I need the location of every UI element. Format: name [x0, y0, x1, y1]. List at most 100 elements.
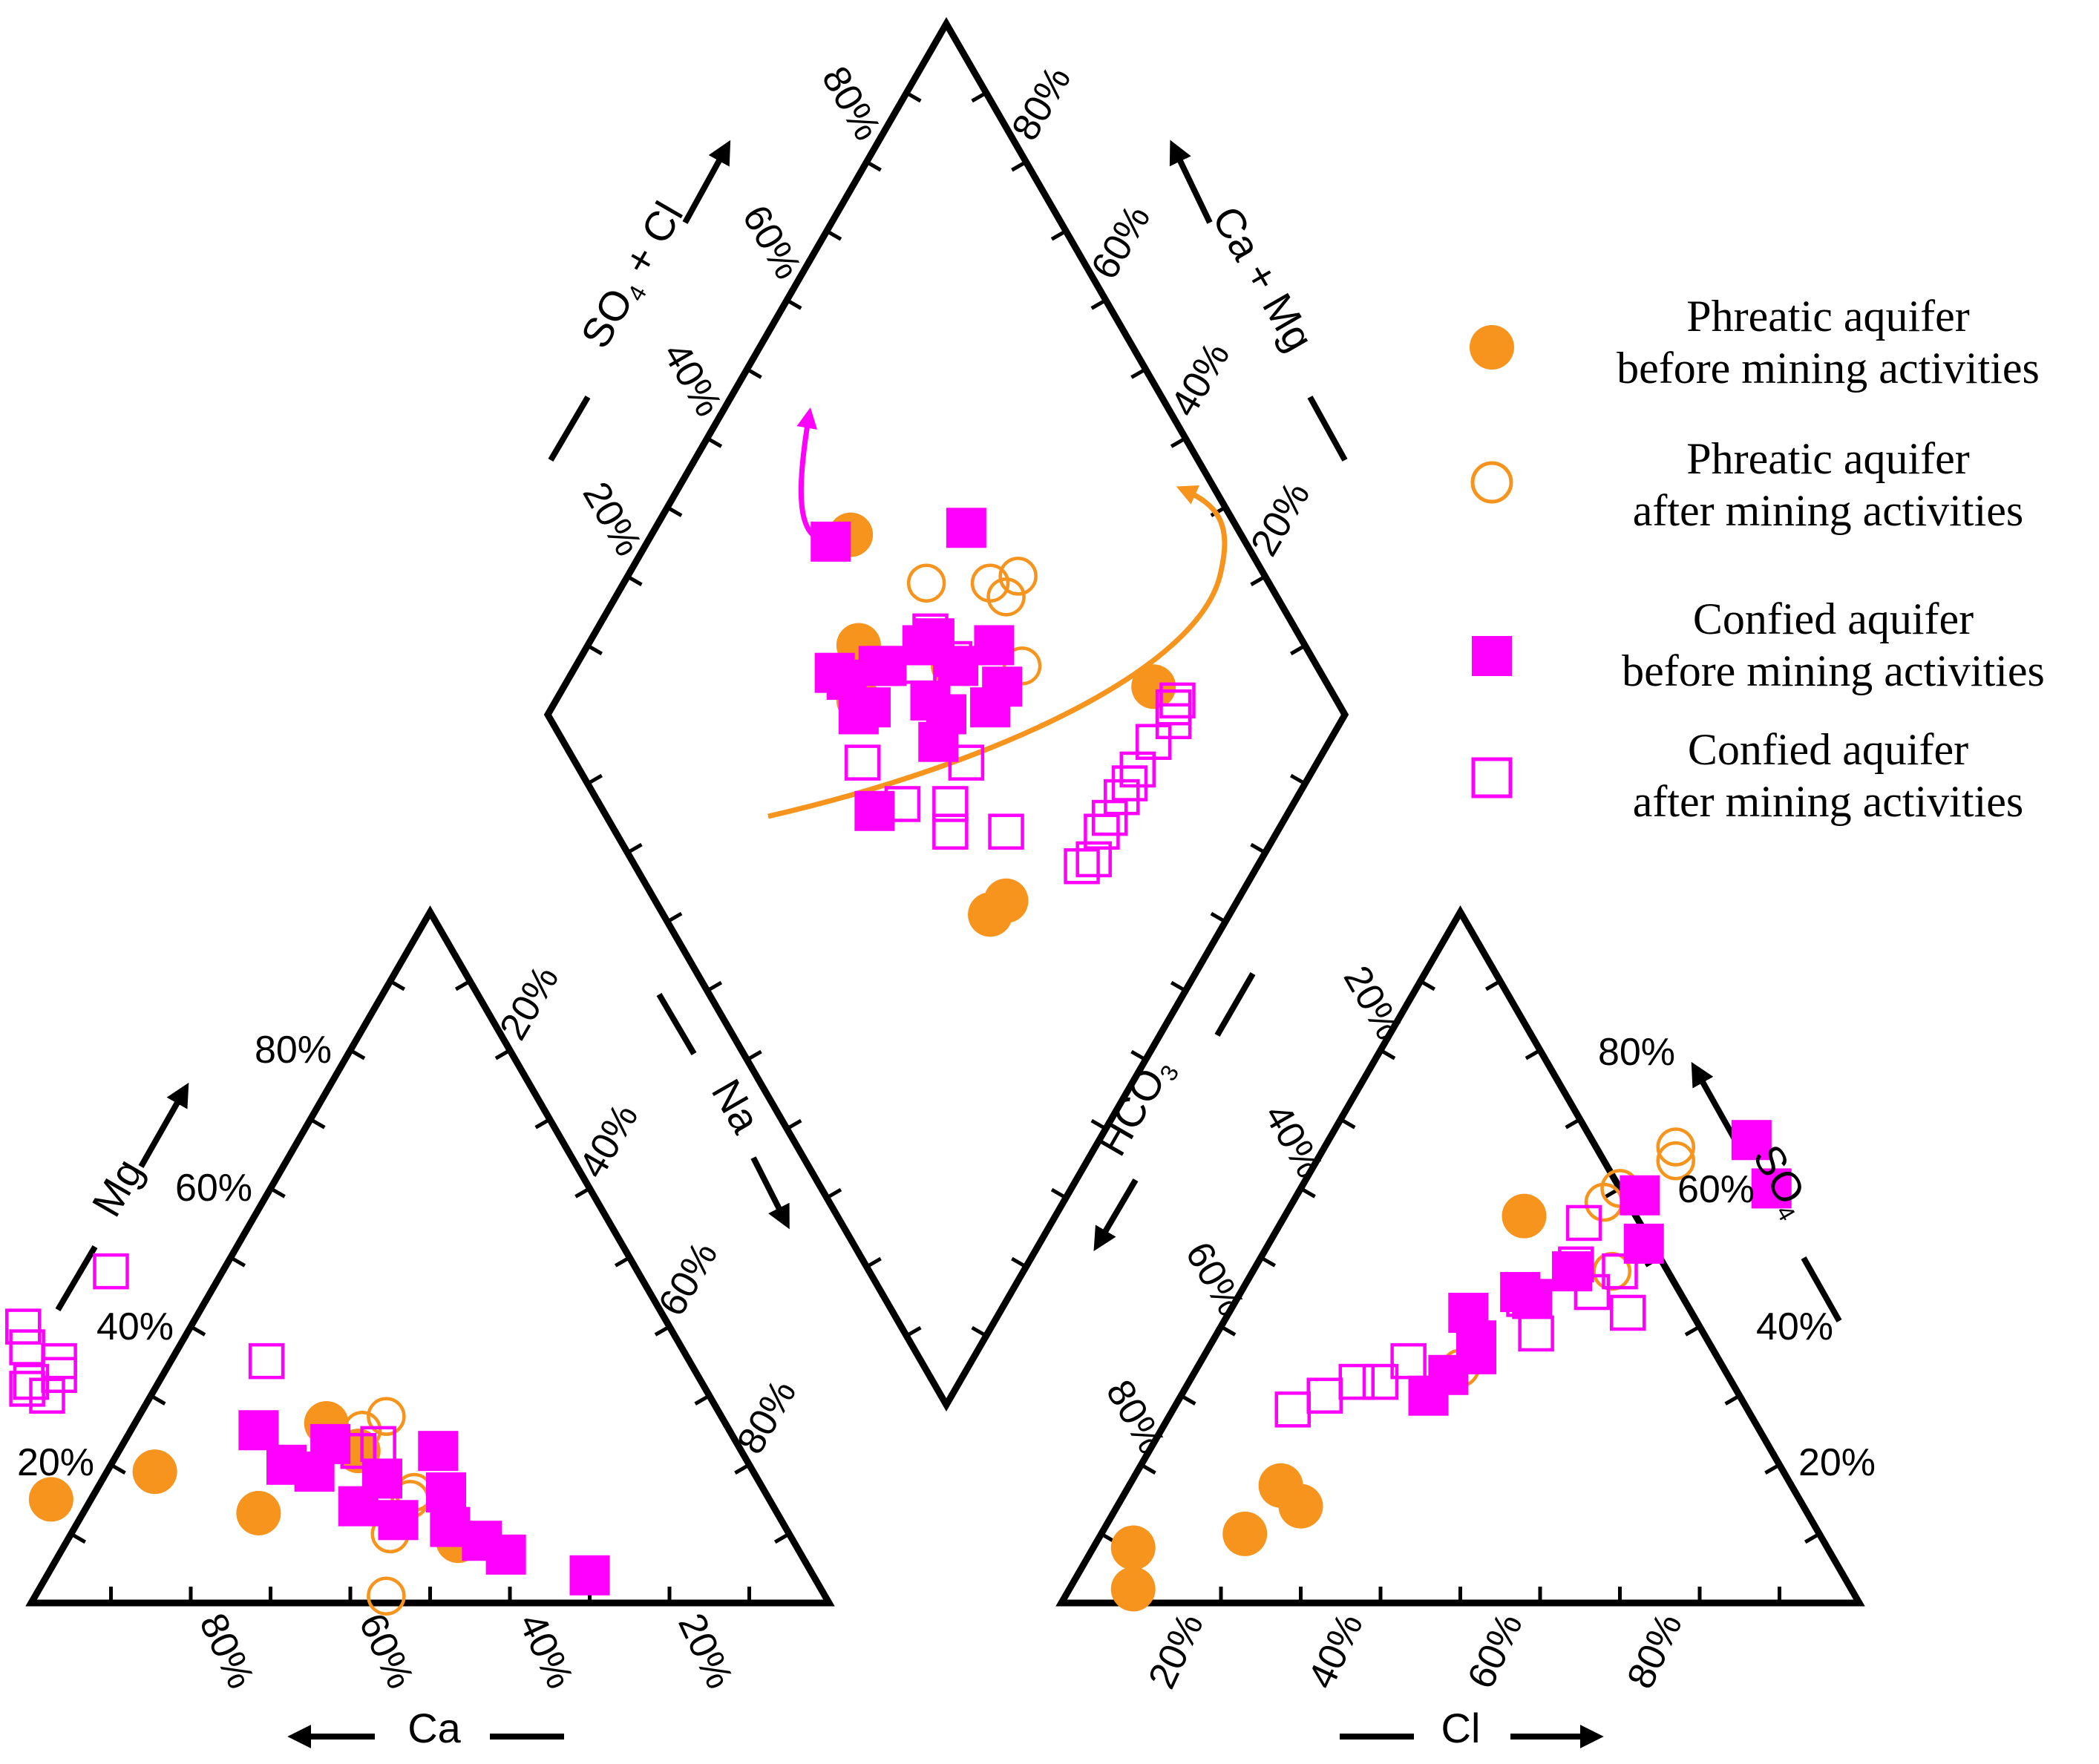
confined-before-point: [485, 1534, 526, 1575]
legend-phreatic-after-line2: after mining activities: [1633, 486, 2024, 535]
confined-before-point: [1620, 1175, 1660, 1216]
confined-after-point: [932, 786, 969, 822]
confined-after-point: [912, 613, 949, 650]
confined-before-point: [1552, 1251, 1592, 1292]
confined-after-point: [29, 1377, 65, 1414]
mg-axis-arrow-dash: [55, 1245, 98, 1312]
confined-after-point: [1506, 1281, 1542, 1317]
diamond-ul-tick: [666, 505, 683, 517]
cation-left-tick: [149, 1394, 166, 1406]
anion-right-tick-20: 20%: [1798, 1441, 1876, 1484]
confined-after-point: [1362, 1363, 1399, 1400]
diamond-ur-tick-60: 60%: [1083, 198, 1159, 286]
so4cl-axis-arrow-dash: [548, 395, 591, 462]
so4-axis-arrow: [1691, 1061, 1740, 1144]
cation-right-tick: [694, 1394, 711, 1406]
cation-right-tick: [574, 1187, 591, 1199]
anion-left-tick: [1379, 1049, 1396, 1060]
confined-after-point: [1610, 1294, 1646, 1331]
confined-after-point: [1075, 841, 1112, 878]
legend-confined-before-line1: Confied aquifer: [1693, 594, 1974, 643]
data-points: [5, 508, 1792, 1616]
anion-right-tick-40: 40%: [1756, 1305, 1833, 1348]
legend-confined-after-line2: after mining activities: [1633, 777, 2024, 826]
diamond-ur-tick: [1250, 574, 1266, 586]
anion-left-tick: [1219, 1325, 1237, 1337]
confined-before-point: [838, 694, 879, 735]
diamond-ll-tick: [825, 1187, 842, 1200]
diamond-ul-tick: [706, 436, 723, 448]
confined-before-point: [974, 625, 1015, 666]
phreatic-after-point: [1656, 1127, 1695, 1167]
confined-before-point: [982, 666, 1023, 707]
confined-after-point: [1159, 682, 1196, 719]
legend-confined-before-line2: before mining activities: [1622, 646, 2045, 695]
confined-after-point: [1111, 765, 1148, 801]
diamond-ul-tick: [865, 160, 882, 172]
cation-left-tick-40: 40%: [96, 1305, 174, 1348]
anion-right-tick: [1804, 1532, 1821, 1544]
tick-marks: [70, 91, 1821, 1603]
confined-after-point: [844, 744, 881, 781]
cation-right-tick: [654, 1325, 671, 1337]
diamond-ul-tick-40: 40%: [655, 335, 730, 424]
confined-before-point: [811, 521, 851, 562]
confined-before-point: [418, 1431, 459, 1472]
anion-right-tick: [1484, 979, 1502, 991]
phreatic-before-point: [132, 1449, 177, 1495]
confined-before-point: [1623, 1223, 1664, 1264]
legend: Phreatic aquifer before mining activitie…: [1470, 292, 2045, 826]
cation-right-tick: [534, 1118, 551, 1129]
cation-left-tick-20: 20%: [17, 1441, 94, 1484]
diamond-ul-tick: [825, 229, 842, 241]
confined-before-point: [266, 1444, 307, 1485]
cation-left-tick: [229, 1256, 246, 1268]
confined-after-point: [248, 1342, 285, 1380]
anion-bottom-tick-60: 60%: [1459, 1607, 1531, 1695]
anion-left-tick: [1340, 1118, 1356, 1129]
confined-before-point: [918, 721, 959, 762]
phreatic-before-point: [1278, 1483, 1323, 1529]
phreatic-before-point: [1502, 1193, 1547, 1239]
diamond-ur-tick: [1210, 505, 1227, 517]
confined-after-point: [1104, 778, 1140, 816]
cation-right-tick: [494, 1049, 511, 1060]
confined-before-point: [1448, 1292, 1489, 1333]
cation-left-tick: [110, 1463, 126, 1475]
axis-arrows: [55, 140, 1842, 1748]
confined-after-point: [1306, 1377, 1343, 1414]
confined-before-point: [1512, 1279, 1553, 1319]
diamond-ur-tick: [1170, 436, 1187, 448]
so4cl-axis-arrow: [682, 140, 731, 224]
diamond-ul-tick: [906, 91, 922, 103]
diamond-lr-tick: [971, 1325, 987, 1338]
legend-marker-confined-before: [1472, 636, 1512, 676]
diamond-ll-tick: [666, 911, 683, 924]
cation-left-tick: [309, 1118, 326, 1129]
confined-before-point: [910, 680, 951, 721]
legend-phreatic-after-line1: Phreatic aquifer: [1686, 434, 1969, 483]
anion-left-tick-40: 40%: [1256, 1097, 1332, 1185]
confined-after-point: [9, 1371, 45, 1407]
diamond-ur-tick: [1050, 229, 1067, 241]
confined-before-point: [1751, 1168, 1792, 1209]
diamond-ul-tick: [746, 367, 762, 379]
trend-arrows: [767, 407, 1228, 819]
diamond-lr-tick: [1250, 842, 1266, 855]
confined-after-point: [1390, 1342, 1427, 1380]
anion-left-tick: [1419, 979, 1436, 991]
confined-after-point: [948, 744, 985, 781]
confined-before-point: [569, 1555, 610, 1596]
diamond-ll-tick: [785, 1118, 802, 1131]
camg-axis-arrow: [1169, 140, 1213, 224]
confined-after-point: [932, 813, 969, 850]
phreatic-before-point: [1110, 1567, 1156, 1612]
confined-before-point: [1731, 1120, 1772, 1161]
confined-before-point: [378, 1500, 419, 1541]
anion-bottom-tick-40: 40%: [1300, 1607, 1372, 1695]
diamond-lr-tick: [1170, 980, 1187, 993]
diamond-ll-tick: [865, 1256, 882, 1269]
confined-after-point: [988, 813, 1024, 850]
phreatic-after-point: [1584, 1182, 1624, 1222]
